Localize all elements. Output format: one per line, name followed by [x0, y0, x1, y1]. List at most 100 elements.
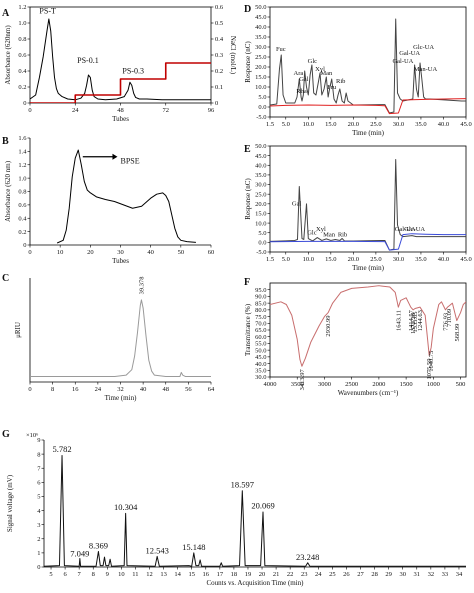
x-tick-label: 32 — [117, 386, 124, 393]
x-tick-label: 24 — [95, 386, 102, 393]
x-axis-label: Time (min) — [352, 129, 384, 137]
y-tick-label: 20.0 — [255, 201, 266, 208]
x-tick-label: 12 — [146, 571, 153, 578]
panel-b: B 0 10 20 30 40 50 60 0 0.2 0.4 0.6 0.8 1.0 1.2 1.4 1.6 T… — [2, 135, 214, 265]
x-tick-label: 5.0 — [282, 121, 290, 128]
x-tick-label: 30 — [399, 571, 406, 578]
x-tick-label: 28 — [371, 571, 378, 578]
x-tick-label: 1000 — [427, 381, 440, 388]
peak-label: Man-UA — [414, 66, 438, 73]
x-tick-label: 6 — [63, 571, 67, 578]
x-tick-label: 20.0 — [348, 256, 359, 263]
x-tick-label: 35.0 — [415, 121, 426, 128]
y-tick-label: 5.0 — [258, 230, 266, 237]
x-tick-label: 0 — [28, 107, 31, 114]
panel-f: F 4000 3500 3000 2500 2000 1500 1000 500 30.035.0… — [244, 277, 467, 397]
x-tick-label: 1.5 — [266, 256, 274, 263]
y2-tick-label: 0.6 — [215, 4, 224, 11]
x-axis-label: Tubes — [112, 257, 129, 265]
peak-label: Rib — [338, 232, 347, 239]
y2-tick-label: 0.1 — [215, 84, 223, 91]
x-axis-label: Time (min) — [105, 394, 137, 402]
x-tick-label: 22 — [287, 571, 294, 578]
x-tick-label: 40 — [140, 386, 147, 393]
y-tick-label: 1.6 — [18, 135, 27, 142]
peak-label: 710.09 — [446, 309, 453, 327]
x-tick-label: 33 — [442, 571, 449, 578]
x-tick-label: 15 — [188, 571, 195, 578]
series-line-1 — [270, 285, 466, 367]
plot-frame — [269, 6, 467, 118]
series-line-2 — [270, 98, 466, 115]
x-tick-label: 21 — [273, 571, 280, 578]
peak-label: 8.369 — [89, 541, 108, 551]
x-tick-label: 34 — [456, 571, 463, 578]
x-tick-label: 20.0 — [348, 121, 359, 128]
x-tick-label: 96 — [208, 107, 215, 114]
x-tick-label: 7 — [78, 571, 82, 578]
y-tick-label: 0.4 — [18, 68, 27, 75]
x-tick-label: 16 — [203, 571, 210, 578]
x-tick-label: 11 — [132, 571, 138, 578]
x-tick-label: 72 — [163, 107, 170, 114]
y2-tick-label: 0.3 — [215, 52, 223, 59]
x-tick-label: 19 — [245, 571, 252, 578]
x-tick-label: 20 — [87, 249, 94, 256]
x-tick-label: 9 — [106, 571, 109, 578]
y-tick-label: 60.0 — [255, 334, 266, 341]
peak-label: 568.99 — [454, 324, 461, 342]
y-tick-label: 85.0 — [255, 300, 266, 307]
x-tick-label: 27 — [357, 571, 364, 578]
y-tick-label: 0.2 — [18, 84, 26, 91]
x-tick-label: 29 — [385, 571, 392, 578]
y-tick-label: 45.0 — [255, 153, 266, 160]
y-axis-label: Response (nC) — [244, 41, 252, 83]
y2-axis-label: NaCl (mol/L) — [229, 36, 237, 75]
y-axis-label: Transmittance (%) — [244, 303, 252, 356]
y-tick-label: 0.8 — [18, 189, 26, 196]
panel-g: G5 6 7 8 9 10 11 12 13 14 15 16 17 18 19 20 21 22 23 24 25 26… — [2, 429, 466, 587]
x-tick-label: 10.0 — [303, 256, 314, 263]
x-tick-label: 3500 — [291, 381, 304, 388]
x-tick-label: 40.0 — [438, 256, 449, 263]
peak-label: Man — [323, 232, 336, 239]
y-tick-label: 0 — [23, 242, 26, 249]
peak-label: PS-T — [39, 6, 56, 15]
y-tick-label: 2 — [37, 536, 40, 543]
y-tick-label: 1.0 — [18, 175, 26, 182]
y-tick-label: 35.0 — [255, 367, 266, 374]
x-tick-label: 0 — [28, 249, 31, 256]
x-tick-label: 1.5 — [266, 121, 274, 128]
y-tick-label: 30.0 — [255, 44, 266, 51]
y-tick-label: 40.0 — [255, 162, 266, 169]
panel-label: F — [244, 277, 250, 288]
panel-label: G — [2, 429, 10, 440]
x-tick-label: 45.0 — [460, 121, 471, 128]
x-tick-label: 35.0 — [415, 256, 426, 263]
x-tick-label: 24 — [315, 571, 322, 578]
x-tick-label: 50 — [178, 249, 185, 256]
x-tick-label: 10 — [57, 249, 64, 256]
x-tick-label: 31 — [414, 571, 421, 578]
x-tick-label: 2000 — [372, 381, 385, 388]
peak-label: 2930.99 — [325, 316, 332, 337]
peak-label: Glc-UA — [404, 226, 425, 233]
x-tick-label: 2500 — [345, 381, 358, 388]
y2-tick-label: 0.2 — [215, 68, 223, 75]
y-tick-label: 0 — [23, 100, 26, 107]
peak-label: Gal — [299, 76, 309, 83]
y-tick-label: 0.4 — [18, 215, 27, 222]
peak-label: 15.148 — [182, 542, 205, 552]
plot-frame — [269, 145, 467, 253]
peak-label: PS-0.1 — [77, 56, 99, 65]
y-tick-label: 9 — [37, 437, 40, 444]
peak-label: 1075.59 — [426, 359, 433, 380]
axis-lines — [29, 278, 211, 383]
x-axis-label: Wavenumbers (cm⁻¹) — [338, 389, 399, 397]
y-tick-label: 15.0 — [255, 74, 266, 81]
x-tick-label: 64 — [208, 386, 215, 393]
series-line-1 — [30, 299, 211, 378]
y-tick-label: -5.0 — [256, 249, 266, 256]
y2-tick-label: 0 — [215, 100, 218, 107]
y-tick-label: 5.0 — [258, 94, 266, 101]
